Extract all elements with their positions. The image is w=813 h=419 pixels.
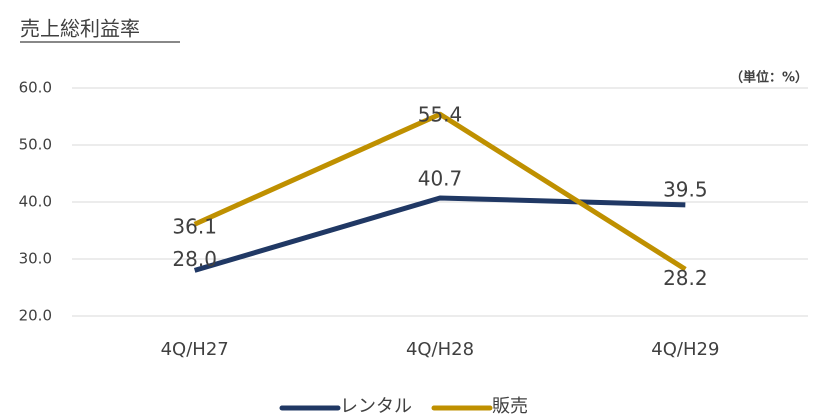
series-line [193,111,687,272]
series-line [193,195,686,273]
legend-label: レンタル [340,396,412,417]
x-tick-label: 4Q/H27 [161,339,229,360]
value-label: 28.2 [663,266,708,290]
y-tick-label: 50.0 [19,136,52,154]
y-tick-label: 40.0 [19,193,52,211]
y-tick-label: 60.0 [19,79,52,97]
value-label: 55.4 [418,103,463,127]
chart-title: 売上総利益率 [20,17,140,41]
x-tick-label: 4Q/H28 [406,339,474,360]
y-tick-label: 30.0 [19,250,52,268]
value-label: 36.1 [172,215,217,239]
value-label: 28.0 [172,247,217,271]
value-label: 39.5 [663,177,708,201]
unit-label: （単位：%） [730,70,808,86]
y-tick-label: 20.0 [19,307,52,325]
legend-label: 販売 [492,396,528,417]
value-label: 40.7 [418,167,463,191]
x-tick-label: 4Q/H29 [651,339,719,360]
